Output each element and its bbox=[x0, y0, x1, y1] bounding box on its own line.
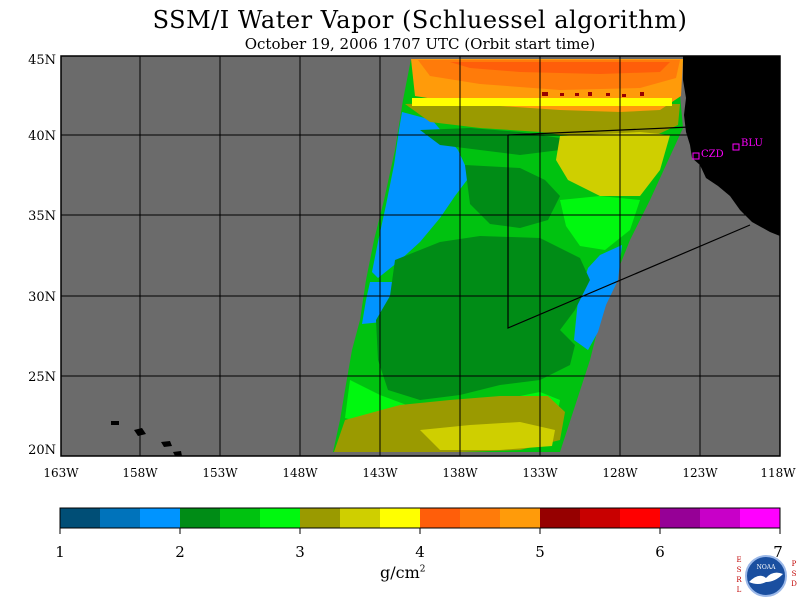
colorbar-tick-label: 3 bbox=[295, 543, 305, 561]
colorbar-cell bbox=[260, 508, 301, 528]
analysis-domain-outline bbox=[507, 135, 751, 329]
colorbar-ticks bbox=[59, 528, 781, 534]
lon-label: 118W bbox=[760, 466, 796, 480]
lon-label: 158W bbox=[122, 466, 158, 480]
swath-blue-east bbox=[574, 245, 622, 350]
lon-label: 153W bbox=[202, 466, 238, 480]
lat-label: 40N bbox=[28, 129, 56, 144]
svg-text:D: D bbox=[791, 580, 797, 588]
colorbar-cell bbox=[740, 508, 781, 528]
colorbar-cell bbox=[340, 508, 381, 528]
colorbar-cell bbox=[300, 508, 341, 528]
swath-yellow-south bbox=[420, 422, 555, 450]
colorbar-cell bbox=[540, 508, 581, 528]
colorbar-tick-label: 5 bbox=[535, 543, 545, 561]
lon-label: 143W bbox=[362, 466, 398, 480]
swath-red-north bbox=[450, 62, 670, 74]
swath-blue-west bbox=[372, 112, 470, 278]
lon-label: 148W bbox=[282, 466, 318, 480]
colorbar-tick-label: 2 bbox=[175, 543, 185, 561]
colorbar-tick-label: 4 bbox=[415, 543, 425, 561]
svg-text:S: S bbox=[792, 570, 797, 578]
units-main: g/cm bbox=[380, 563, 420, 582]
psd-letters: P S D bbox=[791, 560, 797, 588]
svg-text:L: L bbox=[737, 586, 742, 594]
colorbar-units: g/cm2 bbox=[380, 563, 426, 582]
station-czd-label: CZD bbox=[701, 149, 724, 160]
colorbar-cell bbox=[100, 508, 141, 528]
colorbar-cell bbox=[60, 508, 101, 528]
hawaiian-islands bbox=[111, 421, 182, 456]
lon-label: 163W bbox=[43, 466, 79, 480]
noaa-bird bbox=[749, 572, 783, 584]
lat-label: 25N bbox=[28, 370, 56, 385]
colorbar-tick-label: 6 bbox=[655, 543, 665, 561]
swath-yellow-north-strip bbox=[412, 98, 672, 106]
swath-dark-green-1 bbox=[465, 165, 560, 228]
map-title: SSM/I Water Vapor (Schluessel algorithm) bbox=[152, 6, 688, 34]
station-blu-marker bbox=[732, 143, 740, 151]
analysis-domain-top-edge bbox=[507, 126, 691, 136]
lat-label: 45N bbox=[28, 53, 56, 68]
colorbar-cell bbox=[620, 508, 661, 528]
lat-label: 35N bbox=[28, 209, 56, 224]
colorbar-tick-label: 7 bbox=[773, 543, 783, 561]
noaa-text: NOAA bbox=[757, 564, 777, 571]
swath-dark-red-dots bbox=[542, 92, 644, 97]
colorbar-cell bbox=[460, 508, 501, 528]
svg-text:P: P bbox=[792, 560, 797, 568]
colorbar-cell bbox=[180, 508, 221, 528]
lon-label: 128W bbox=[602, 466, 638, 480]
swath-dark-green-2 bbox=[376, 236, 590, 400]
colorbar-cell bbox=[580, 508, 621, 528]
noaa-emblem bbox=[745, 555, 787, 597]
colorbar-cells bbox=[60, 508, 781, 528]
colorbar-cell bbox=[660, 508, 701, 528]
lon-label: 138W bbox=[442, 466, 478, 480]
station-blu-label: BLU bbox=[741, 138, 763, 149]
colorbar-cell bbox=[220, 508, 261, 528]
map-grid bbox=[61, 56, 780, 456]
units-exponent: 2 bbox=[419, 564, 426, 575]
land-california bbox=[683, 56, 780, 236]
colorbar-cell bbox=[380, 508, 421, 528]
noaa-logo: E S R L P S D NOAA bbox=[736, 555, 797, 597]
colorbar-tick-label: 1 bbox=[55, 543, 65, 561]
colorbar-cell bbox=[700, 508, 741, 528]
svg-text:E: E bbox=[736, 556, 741, 564]
colorbar-cell bbox=[420, 508, 461, 528]
station-czd-marker bbox=[692, 152, 700, 160]
lon-label: 133W bbox=[522, 466, 558, 480]
svg-text:R: R bbox=[736, 576, 742, 584]
map-frame bbox=[60, 55, 781, 457]
esrl-letters: E S R L bbox=[736, 556, 742, 594]
lat-label: 20N bbox=[28, 443, 56, 458]
map-subtitle: October 19, 2006 1707 UTC (Orbit start t… bbox=[244, 35, 596, 53]
colorbar-cell bbox=[500, 508, 541, 528]
lon-label: 123W bbox=[682, 466, 718, 480]
colorbar-cell bbox=[140, 508, 181, 528]
lat-label: 30N bbox=[28, 290, 56, 305]
colorbar-tick-labels: 1 2 3 4 5 6 7 bbox=[55, 543, 783, 561]
lon-labels: 163W 158W 153W 148W 143W 138W 133W 128W … bbox=[43, 466, 796, 480]
lat-labels: 45N 40N 35N 30N 25N 20N bbox=[28, 53, 56, 458]
swath-yellow-ne bbox=[556, 132, 670, 196]
svg-text:S: S bbox=[737, 566, 742, 574]
